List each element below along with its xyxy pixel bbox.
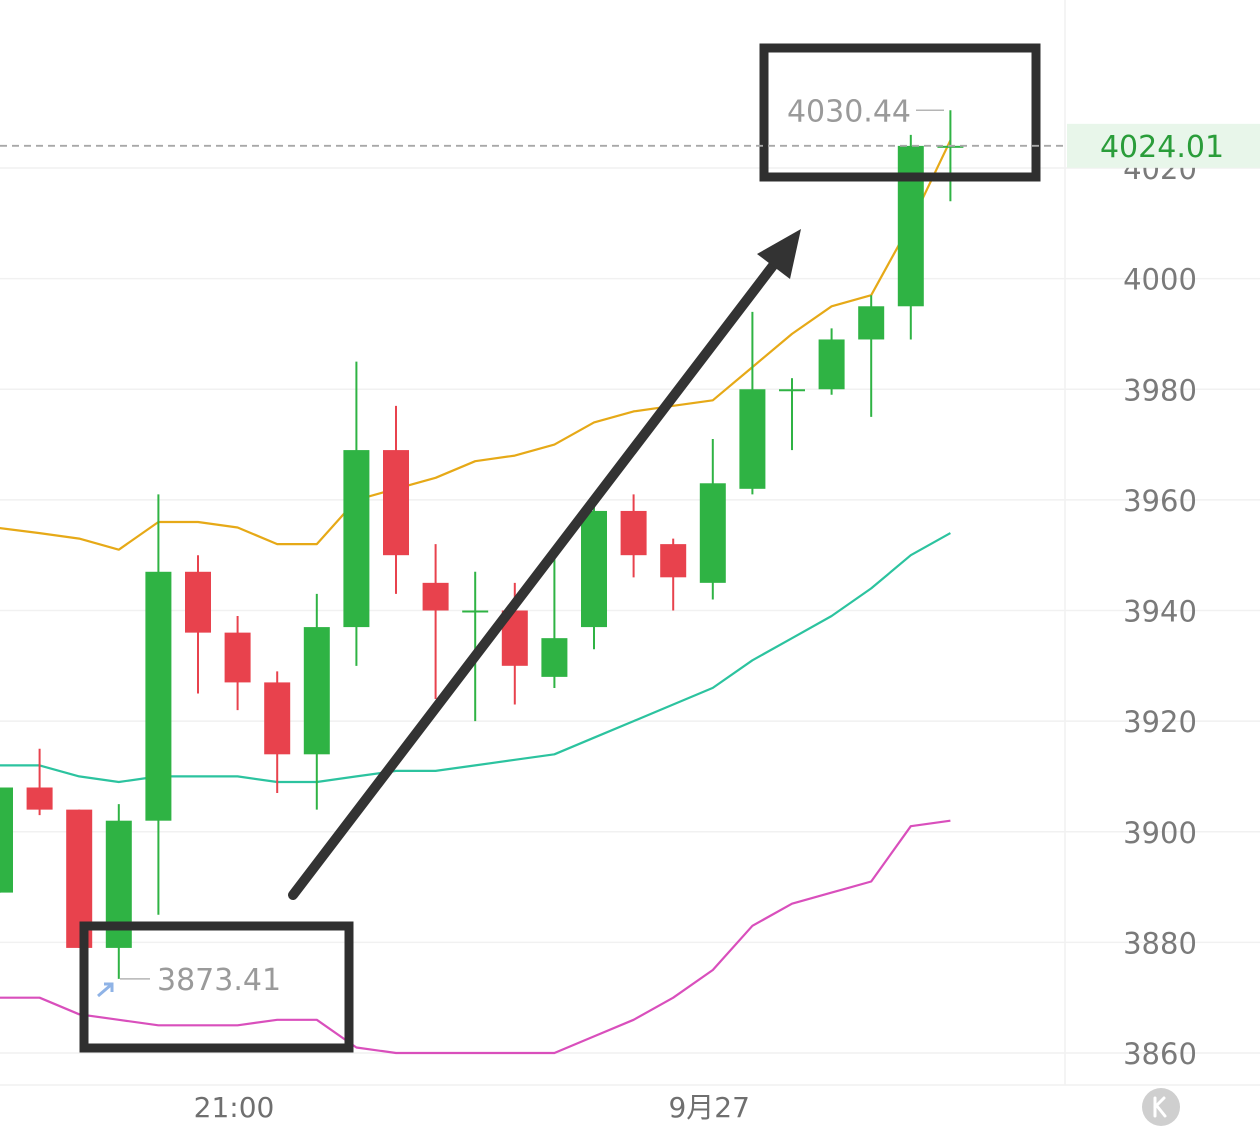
candle-body: [185, 571, 211, 633]
candle: [541, 555, 568, 688]
x-tick-label: 9月27: [668, 1091, 749, 1124]
candle-body: [897, 145, 924, 307]
candle: [699, 439, 726, 600]
candle: [26, 748, 53, 816]
candle-body: [858, 306, 885, 340]
candle-body: [343, 450, 370, 628]
candle: [303, 593, 330, 810]
y-tick-label: 3880: [1123, 926, 1197, 960]
trend-arrow-head: [757, 229, 801, 279]
y-tick-label: 3960: [1123, 484, 1197, 518]
candle: [105, 804, 132, 979]
candle: [145, 494, 172, 915]
axis-separator: [0, 0, 1260, 1086]
candle: [581, 499, 607, 650]
candle: [739, 311, 766, 495]
lower-band-line: [0, 819, 951, 1055]
high-highlight-box: [759, 43, 1041, 182]
candle: [185, 555, 211, 694]
candle-body: [303, 627, 330, 755]
candle: [0, 787, 13, 893]
y-tick-label: 3920: [1123, 705, 1197, 739]
candle-body: [699, 483, 726, 583]
candle: [818, 328, 845, 395]
candle-body: [660, 544, 687, 578]
candle: [462, 571, 489, 722]
last-price-tag: 4024.01: [1100, 130, 1224, 165]
y-tick-label: 4000: [1123, 263, 1197, 297]
candle: [620, 494, 647, 578]
low-price-label: 3873.41: [157, 963, 281, 998]
candle: [422, 544, 449, 699]
candle-body: [383, 450, 409, 556]
x-tick-label: 21:00: [194, 1091, 275, 1124]
candle: [343, 361, 370, 666]
low-highlight-box: [79, 921, 354, 1053]
candle-body: [0, 787, 13, 893]
candle-body: [581, 510, 607, 628]
candle-body: [264, 682, 291, 755]
y-tick-label: 3980: [1123, 373, 1197, 407]
candle-body: [422, 582, 449, 611]
candle-body: [26, 787, 53, 810]
y-tick-label: 3860: [1123, 1037, 1197, 1071]
candle-body: [739, 389, 766, 489]
candle: [660, 538, 687, 611]
high-price-label: 4030.44: [787, 94, 911, 129]
candle: [897, 134, 924, 340]
y-tick-label: 3900: [1123, 816, 1197, 850]
candle: [264, 671, 291, 794]
annotations: 4030.44 3873.41: [79, 43, 1041, 1053]
candle-body: [541, 638, 568, 677]
candle: [779, 378, 805, 451]
candles: [0, 110, 964, 979]
candle-body: [462, 610, 489, 613]
k-logo-circle: [1142, 1088, 1180, 1126]
candle-body: [620, 510, 647, 556]
k-logo-icon[interactable]: [1142, 1088, 1180, 1126]
y-tick-label: 3940: [1123, 595, 1197, 629]
candle: [858, 295, 885, 417]
last-price-tag-bg: [1067, 123, 1260, 168]
trend-arrow-shaft: [288, 258, 780, 900]
candle-body: [145, 571, 172, 821]
last-price-line: 4024.01: [0, 123, 1260, 168]
upper-band-line: [0, 139, 952, 551]
k-logo-glyph: [1153, 1096, 1167, 1118]
candle-body: [779, 389, 805, 392]
candle-body: [224, 632, 251, 683]
candle: [224, 616, 251, 711]
arrow-marker-icon: [97, 982, 114, 998]
candle-body: [818, 339, 845, 390]
candle: [383, 405, 409, 594]
x-axis: 21:00 9月27: [194, 1091, 750, 1124]
candle: [937, 110, 964, 202]
candle-body: [937, 145, 964, 148]
